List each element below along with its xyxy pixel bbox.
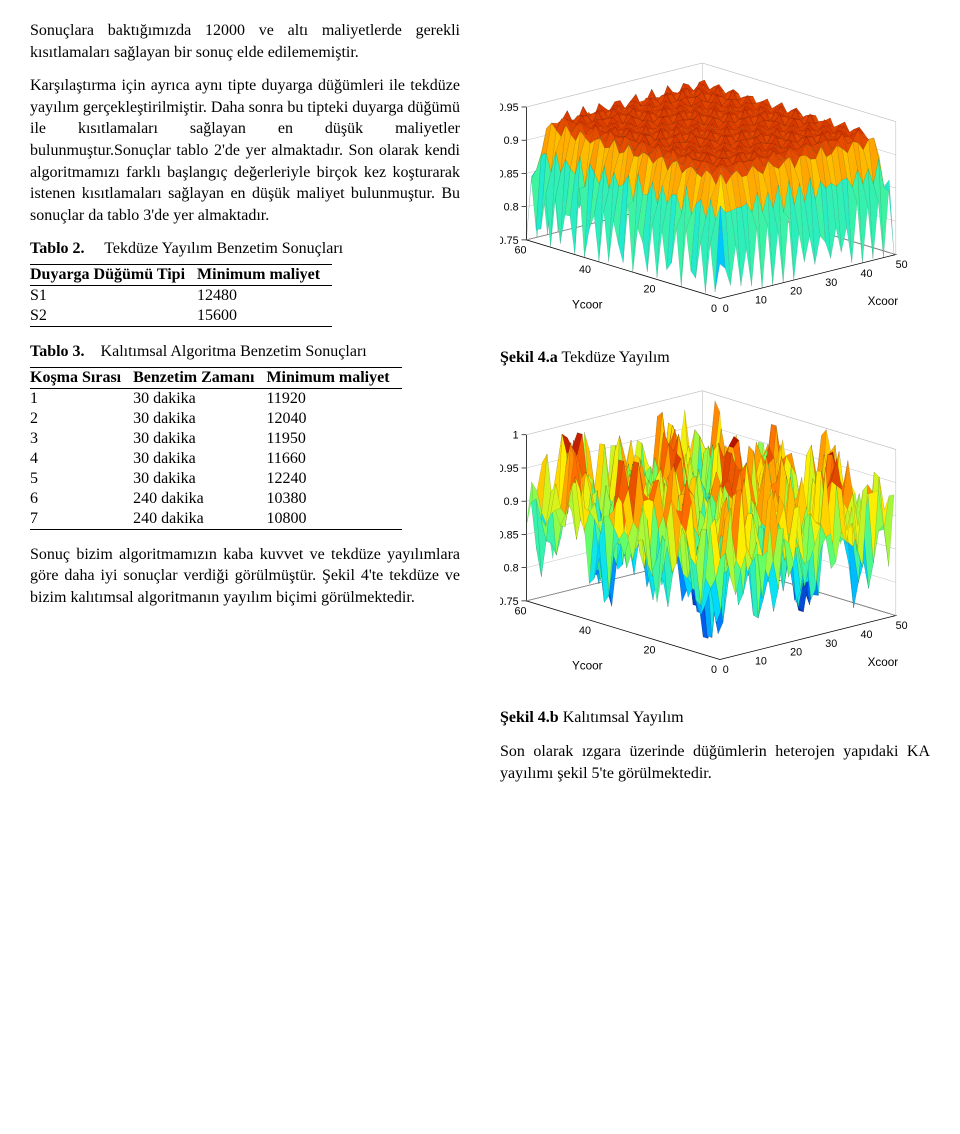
svg-text:0: 0 bbox=[723, 664, 729, 676]
table-cell: 240 dakika bbox=[133, 489, 266, 509]
table-row: 230 dakika12040 bbox=[30, 409, 402, 429]
svg-text:20: 20 bbox=[644, 284, 656, 296]
plot-b-caption-bold: Şekil 4.b bbox=[500, 709, 559, 726]
left-column: Sonuçlara baktığımızda 12000 ve altı mal… bbox=[30, 20, 460, 796]
table-cell: 30 dakika bbox=[133, 429, 266, 449]
table3-title-bold: Tablo 3. bbox=[30, 343, 85, 360]
svg-text:0.9: 0.9 bbox=[504, 496, 519, 508]
svg-text:0.85: 0.85 bbox=[500, 168, 519, 180]
svg-text:0: 0 bbox=[723, 303, 729, 315]
svg-text:20: 20 bbox=[790, 646, 802, 658]
svg-text:Ycoor: Ycoor bbox=[572, 299, 603, 312]
paragraph-3: Sonuç bizim algoritmamızın kaba kuvvet v… bbox=[30, 544, 460, 609]
plot-a-svg: 0.750.80.850.90.95MDPV010203040500204060… bbox=[500, 20, 930, 343]
table-cell: 10800 bbox=[266, 509, 401, 530]
svg-text:0.8: 0.8 bbox=[504, 202, 519, 214]
svg-text:30: 30 bbox=[825, 637, 837, 649]
table-cell: 15600 bbox=[197, 306, 332, 327]
svg-text:Ycoor: Ycoor bbox=[572, 659, 603, 672]
paragraph-2: Karşılaştırma için ayrıca aynı tipte duy… bbox=[30, 75, 460, 226]
svg-text:0: 0 bbox=[711, 664, 717, 676]
svg-text:20: 20 bbox=[790, 286, 802, 298]
table-cell: 240 dakika bbox=[133, 509, 266, 530]
svg-text:40: 40 bbox=[860, 268, 872, 280]
table2-header-row: Duyarga Düğümü Tipi Minimum maliyet bbox=[30, 264, 332, 285]
table-row: 7240 dakika10800 bbox=[30, 509, 402, 530]
table-cell: 2 bbox=[30, 409, 133, 429]
table-cell: S1 bbox=[30, 285, 197, 306]
table-cell: 1 bbox=[30, 388, 133, 409]
table2-title: Tablo 2. Tekdüze Yayılım Benzetim Sonuçl… bbox=[30, 238, 460, 260]
table3-header-col1: Koşma Sırası bbox=[30, 367, 133, 388]
table3-title-rest: Kalıtımsal Algoritma Benzetim Sonuçları bbox=[101, 343, 367, 360]
table-row: 6240 dakika10380 bbox=[30, 489, 402, 509]
svg-text:40: 40 bbox=[579, 625, 591, 637]
table-cell: 3 bbox=[30, 429, 133, 449]
table-row: 430 dakika11660 bbox=[30, 449, 402, 469]
plot-a-caption: Şekil 4.a Tekdüze Yayılım bbox=[500, 349, 930, 367]
plot-a-caption-bold: Şekil 4.a bbox=[500, 349, 558, 366]
svg-text:Xcoor: Xcoor bbox=[868, 295, 899, 308]
plot-a-caption-rest: Tekdüze Yayılım bbox=[562, 349, 670, 366]
svg-text:0.95: 0.95 bbox=[500, 102, 519, 114]
svg-text:0.9: 0.9 bbox=[504, 135, 519, 147]
right-column: 0.750.80.850.90.95MDPV010203040500204060… bbox=[500, 20, 930, 796]
table2: Duyarga Düğümü Tipi Minimum maliyet S112… bbox=[30, 264, 332, 327]
svg-text:50: 50 bbox=[896, 620, 908, 632]
table-cell: 30 dakika bbox=[133, 449, 266, 469]
table2-title-rest: Tekdüze Yayılım Benzetim Sonuçları bbox=[104, 240, 343, 257]
table-cell: 7 bbox=[30, 509, 133, 530]
table-cell: 6 bbox=[30, 489, 133, 509]
svg-text:10: 10 bbox=[755, 655, 767, 667]
paragraph-1: Sonuçlara baktığımızda 12000 ve altı mal… bbox=[30, 20, 460, 63]
svg-text:50: 50 bbox=[896, 259, 908, 271]
svg-text:1: 1 bbox=[513, 429, 519, 441]
table-cell: 11950 bbox=[266, 429, 401, 449]
svg-text:0.95: 0.95 bbox=[500, 462, 519, 474]
table2-header-col2: Minimum maliyet bbox=[197, 264, 332, 285]
table-cell: 30 dakika bbox=[133, 388, 266, 409]
table-cell: S2 bbox=[30, 306, 197, 327]
table3-header-col2: Benzetim Zamanı bbox=[133, 367, 266, 388]
plot-b-wrap: 0.750.80.850.90.951MDPV01020304050020406… bbox=[500, 381, 930, 704]
table-cell: 11920 bbox=[266, 388, 401, 409]
table-cell: 4 bbox=[30, 449, 133, 469]
table-row: 530 dakika12240 bbox=[30, 469, 402, 489]
plot-b-caption-rest: Kalıtımsal Yayılım bbox=[563, 709, 684, 726]
svg-text:20: 20 bbox=[644, 644, 656, 656]
svg-text:60: 60 bbox=[515, 605, 527, 617]
svg-text:0: 0 bbox=[711, 303, 717, 315]
svg-text:10: 10 bbox=[755, 294, 767, 306]
svg-text:0.8: 0.8 bbox=[504, 562, 519, 574]
table3: Koşma Sırası Benzetim Zamanı Minimum mal… bbox=[30, 367, 402, 530]
table-row: 130 dakika11920 bbox=[30, 388, 402, 409]
table-cell: 12240 bbox=[266, 469, 401, 489]
table3-header-row: Koşma Sırası Benzetim Zamanı Minimum mal… bbox=[30, 367, 402, 388]
table-cell: 30 dakika bbox=[133, 469, 266, 489]
page-columns: Sonuçlara baktığımızda 12000 ve altı mal… bbox=[30, 20, 930, 796]
svg-text:40: 40 bbox=[579, 264, 591, 276]
table2-header-col1: Duyarga Düğümü Tipi bbox=[30, 264, 197, 285]
svg-text:30: 30 bbox=[825, 277, 837, 289]
table-row: S112480 bbox=[30, 285, 332, 306]
table-cell: 12480 bbox=[197, 285, 332, 306]
plot-a-wrap: 0.750.80.850.90.95MDPV010203040500204060… bbox=[500, 20, 930, 343]
table-cell: 12040 bbox=[266, 409, 401, 429]
table-cell: 10380 bbox=[266, 489, 401, 509]
table3-header-col3: Minimum maliyet bbox=[266, 367, 401, 388]
table2-title-bold: Tablo 2. bbox=[30, 240, 85, 257]
plot-b-caption: Şekil 4.b Kalıtımsal Yayılım bbox=[500, 709, 930, 727]
svg-text:40: 40 bbox=[860, 629, 872, 641]
table-row: 330 dakika11950 bbox=[30, 429, 402, 449]
svg-text:Xcoor: Xcoor bbox=[868, 656, 899, 669]
svg-text:0.85: 0.85 bbox=[500, 529, 519, 541]
table-row: S215600 bbox=[30, 306, 332, 327]
paragraph-right-after: Son olarak ızgara üzerinde düğümlerin he… bbox=[500, 741, 930, 784]
plot-b-svg: 0.750.80.850.90.951MDPV01020304050020406… bbox=[500, 381, 930, 704]
table3-title: Tablo 3. Kalıtımsal Algoritma Benzetim S… bbox=[30, 341, 460, 363]
svg-text:60: 60 bbox=[515, 245, 527, 257]
table-cell: 30 dakika bbox=[133, 409, 266, 429]
table-cell: 11660 bbox=[266, 449, 401, 469]
table-cell: 5 bbox=[30, 469, 133, 489]
